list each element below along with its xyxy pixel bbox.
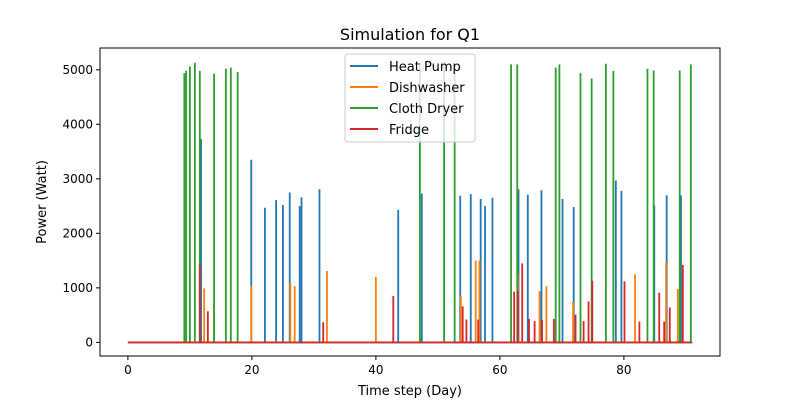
legend-label-fridge: Fridge <box>389 123 429 138</box>
chart-title: Simulation for Q1 <box>340 25 480 44</box>
series-line-dishwasher <box>127 260 693 344</box>
y-tick-label: 5000 <box>62 63 93 77</box>
series-layer <box>127 62 693 344</box>
y-axis: 0 1000 2000 3000 4000 5000 <box>62 63 100 349</box>
legend-label-dishwasher: Dishwasher <box>389 81 465 96</box>
y-tick-label: 4000 <box>62 117 93 131</box>
y-axis-label: Power (Watt) <box>35 160 50 244</box>
legend-box <box>344 53 476 143</box>
legend-label-cloth-dryer: Cloth Dryer <box>389 102 464 117</box>
legend-label-heat-pump: Heat Pump <box>389 60 461 75</box>
x-tick-label: 0 <box>124 363 132 377</box>
x-tick-label: 80 <box>616 363 631 377</box>
x-tick-label: 20 <box>244 363 259 377</box>
x-tick-label: 60 <box>492 363 507 377</box>
y-tick-label: 1000 <box>62 281 93 295</box>
y-tick-label: 0 <box>85 335 93 349</box>
x-axis: 0 20 40 60 80 <box>124 356 632 377</box>
x-axis-label: Time step (Day) <box>357 384 462 399</box>
y-tick-label: 3000 <box>62 172 93 186</box>
legend: Heat Pump Dishwasher Cloth Dryer Fridge <box>344 53 476 143</box>
plot-frame <box>99 47 721 357</box>
y-tick-label: 2000 <box>62 226 93 240</box>
x-tick-label: 40 <box>368 363 383 377</box>
series-line-fridge <box>127 263 693 344</box>
